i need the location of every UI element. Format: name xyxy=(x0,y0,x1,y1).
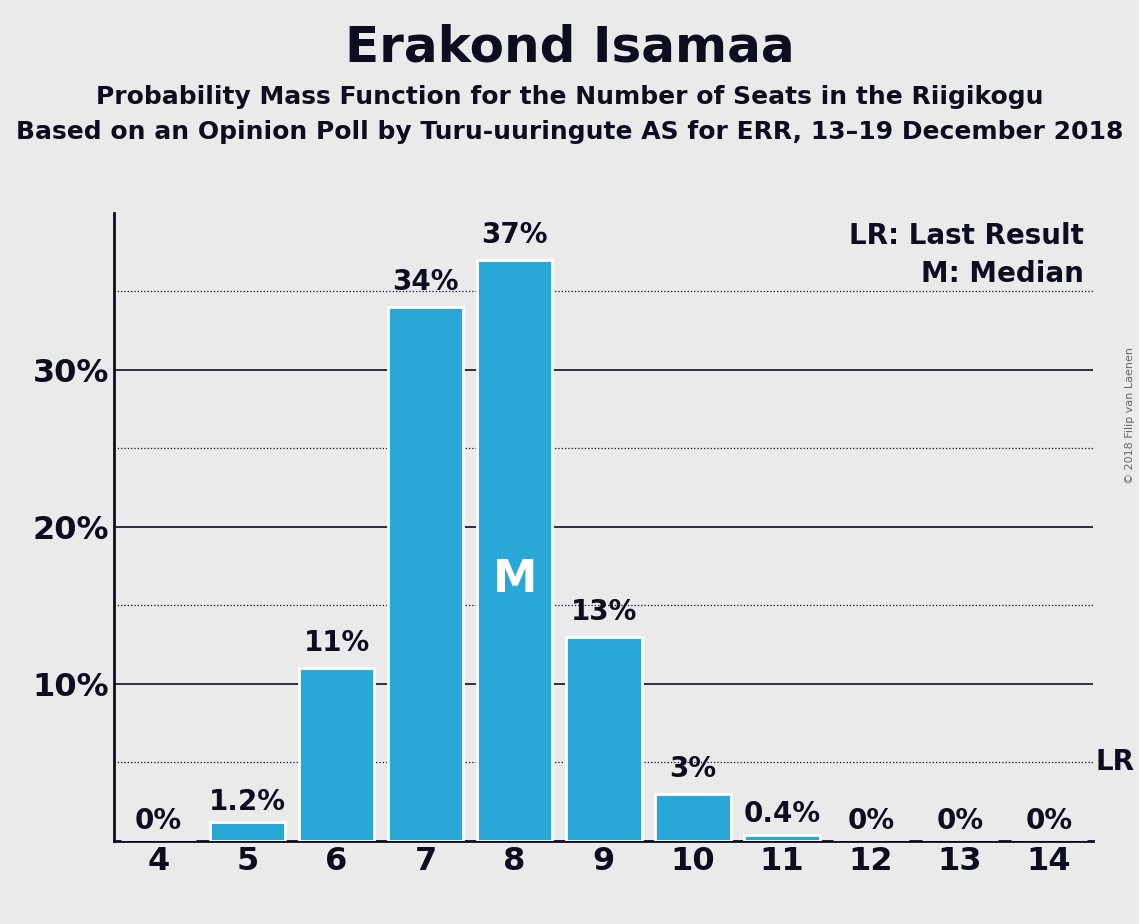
Text: LR: Last Result: LR: Last Result xyxy=(849,222,1083,250)
Text: © 2018 Filip van Laenen: © 2018 Filip van Laenen xyxy=(1125,347,1134,484)
Text: 13%: 13% xyxy=(571,598,637,626)
Bar xyxy=(566,637,641,841)
Bar xyxy=(210,822,286,841)
Bar xyxy=(655,794,730,841)
Text: 0%: 0% xyxy=(134,807,182,834)
Text: Based on an Opinion Poll by Turu-uuringute AS for ERR, 13–19 December 2018: Based on an Opinion Poll by Turu-uuringu… xyxy=(16,120,1123,144)
Bar xyxy=(387,307,464,841)
Text: Erakond Isamaa: Erakond Isamaa xyxy=(345,23,794,71)
Text: 0.4%: 0.4% xyxy=(744,800,820,828)
Text: 1.2%: 1.2% xyxy=(208,787,286,816)
Text: LR: LR xyxy=(1096,748,1134,776)
Text: 37%: 37% xyxy=(482,221,548,249)
Text: 0%: 0% xyxy=(847,807,894,834)
Text: 11%: 11% xyxy=(303,629,370,657)
Text: 34%: 34% xyxy=(392,268,459,296)
Text: Probability Mass Function for the Number of Seats in the Riigikogu: Probability Mass Function for the Number… xyxy=(96,85,1043,109)
Text: 0%: 0% xyxy=(1025,807,1073,834)
Text: 0%: 0% xyxy=(936,807,983,834)
Text: M: Median: M: Median xyxy=(920,260,1083,287)
Bar xyxy=(744,834,820,841)
Text: 3%: 3% xyxy=(669,755,716,783)
Text: M: M xyxy=(492,558,536,601)
Bar xyxy=(477,260,552,841)
Bar xyxy=(298,668,375,841)
